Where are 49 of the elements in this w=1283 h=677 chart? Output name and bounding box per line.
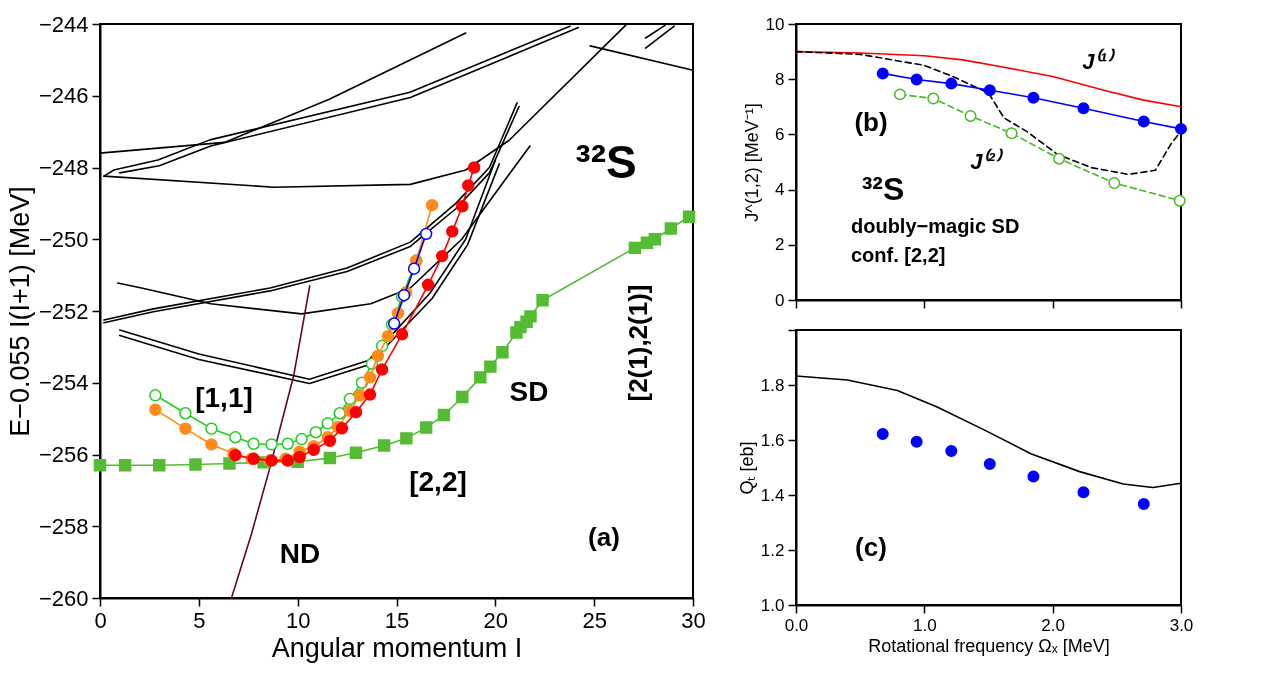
x-tick-label: 10 (285, 607, 311, 633)
x-tick-label: 0.0 (784, 615, 809, 635)
y-axis-title: J^(1,2) [MeV⁻¹] (741, 103, 762, 222)
y-tick-label: −260 (38, 585, 89, 611)
y-axis-title: E−0.055 I(I+1) [MeV] (4, 186, 35, 437)
annotation: [2,2] (409, 466, 467, 497)
x-tick-label: 3.0 (1169, 615, 1194, 635)
y-tick-label: −244 (38, 11, 89, 37)
x-tick-label: 30 (681, 607, 706, 633)
y-tick-label: 1.8 (760, 375, 785, 395)
y-axis-title: Qₜ [eb] (736, 441, 757, 495)
y-tick-label: 1.2 (760, 540, 785, 560)
y-tick-label: −256 (38, 442, 89, 467)
y-tick-label: −250 (38, 226, 89, 252)
y-tick-label: 10 (765, 14, 785, 34)
annotation: ³²S (861, 171, 905, 207)
annotation: (b) (854, 107, 888, 137)
annotation: conf. [2,2] (851, 244, 946, 266)
y-tick-label: −246 (38, 83, 89, 109)
x-tick-label: 15 (384, 607, 410, 633)
y-tick-label: 0 (775, 290, 785, 310)
x-tick-label: 2.0 (1041, 615, 1065, 635)
y-tick-label: 2 (775, 235, 785, 255)
x-tick-label: 20 (483, 607, 509, 633)
x-tick-label: 1.0 (913, 615, 937, 635)
y-tick-label: −252 (38, 298, 89, 324)
annotation: doubly−magic SD (851, 215, 1020, 237)
annotation: ND (279, 538, 321, 569)
annotation: J⁽²⁾ (970, 148, 1003, 174)
y-tick-label: 8 (775, 69, 785, 89)
y-tick-label: −248 (38, 155, 89, 180)
annotation: (c) (855, 532, 887, 562)
y-tick-label: 1.6 (760, 430, 785, 450)
x-tick-label: 5 (193, 607, 206, 633)
annotation: [2(1),2(1)] (623, 284, 653, 402)
annotation: SD (509, 376, 549, 407)
y-tick-label: −258 (38, 513, 89, 539)
x-axis-title: Angular momentum I (271, 632, 523, 663)
x-axis-title: Rotational frequency Ωₓ [MeV] (868, 635, 1110, 656)
annotation: (a) (588, 522, 620, 552)
x-tick-label: 0 (94, 607, 107, 633)
y-tick-label: 1.4 (760, 485, 785, 505)
y-tick-label: 4 (775, 180, 785, 200)
annotation: [1,1] (195, 382, 253, 413)
annotation: ³²S (575, 136, 637, 188)
y-tick-label: 6 (775, 124, 785, 144)
x-tick-label: 25 (582, 607, 607, 633)
y-tick-label: −254 (38, 370, 89, 396)
annotation: J⁽¹⁾ (1082, 48, 1115, 74)
